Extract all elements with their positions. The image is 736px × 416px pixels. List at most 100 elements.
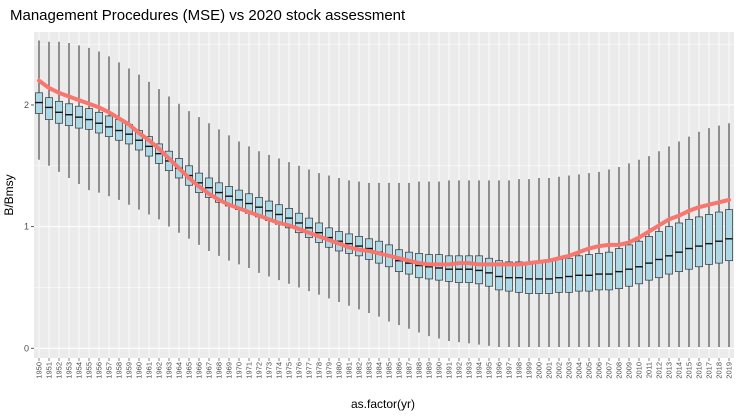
x-tick-label: 1998	[515, 362, 524, 379]
x-tick-label: 2004	[575, 362, 584, 379]
medians	[35, 101, 733, 280]
x-tick-label: 1987	[405, 362, 414, 379]
x-tick-label: 1983	[365, 362, 374, 379]
x-tick-label: 1959	[125, 362, 134, 379]
x-tick-label: 1984	[375, 362, 384, 379]
box	[615, 248, 623, 290]
x-tick-label: 1975	[285, 362, 294, 379]
x-tick-label: 2005	[585, 362, 594, 379]
x-tick-label: 1999	[525, 362, 534, 379]
x-tick-label: 2017	[705, 362, 714, 379]
x-tick-label: 1988	[415, 362, 424, 379]
box	[495, 260, 503, 291]
x-tick-label: 2006	[595, 362, 604, 379]
box	[45, 97, 53, 120]
x-tick-label: 1977	[305, 362, 314, 379]
x-tick-label: 1992	[455, 362, 464, 379]
x-tick-label: 2000	[535, 362, 544, 379]
box	[585, 254, 593, 292]
x-tick-label: 1980	[335, 362, 344, 379]
x-tick-label: 1955	[85, 362, 94, 379]
y-axis-title: B/Bmsy	[2, 174, 16, 215]
box	[715, 211, 723, 264]
x-tick-label: 1991	[445, 362, 454, 379]
x-tick-label: 1960	[135, 362, 144, 379]
x-tick-label: 1969	[225, 362, 234, 379]
x-axis: 1950 1951 1952 1953 1954 1955 1956 1957 1958 1959…	[35, 358, 734, 379]
box	[725, 209, 733, 262]
x-tick-label: 1952	[55, 362, 64, 379]
box	[675, 222, 683, 272]
box	[575, 255, 583, 292]
box	[555, 259, 563, 293]
x-tick-label: 1982	[355, 362, 364, 379]
x-tick-label: 2009	[625, 362, 634, 379]
x-tick-label: 1989	[425, 362, 434, 379]
y-axis: 0 1 2	[24, 100, 34, 353]
x-tick-label: 1956	[95, 362, 104, 379]
x-tick-label: 1978	[315, 362, 324, 379]
x-tick-label: 1996	[495, 362, 504, 379]
box	[605, 251, 613, 291]
x-tick-label: 1953	[65, 362, 74, 379]
box	[525, 261, 533, 294]
x-tick-label: 1951	[45, 362, 54, 379]
x-tick-label: 2011	[645, 362, 654, 378]
x-tick-label: 2019	[725, 362, 734, 379]
box	[705, 214, 713, 265]
y-tick-label: 1	[24, 222, 29, 232]
box	[565, 257, 573, 293]
box	[645, 236, 653, 281]
x-tick-label: 2014	[675, 362, 684, 379]
x-tick-label: 1973	[265, 362, 274, 379]
x-tick-label: 1957	[105, 362, 114, 379]
x-tick-label: 1964	[175, 362, 184, 379]
x-tick-label: 1993	[465, 362, 474, 379]
x-tick-label: 2001	[545, 362, 554, 379]
x-tick-label: 1985	[385, 362, 394, 379]
box	[625, 244, 633, 287]
plot-panel	[34, 32, 734, 358]
x-tick-label: 1981	[345, 362, 354, 379]
y-tick-label: 2	[24, 100, 29, 110]
x-tick-label: 1994	[475, 362, 484, 379]
x-tick-label: 1976	[295, 362, 304, 379]
x-tick-label: 1970	[235, 362, 244, 379]
x-tick-label: 1965	[185, 362, 194, 379]
chart-title: Management Procedures (MSE) vs 2020 stoc…	[10, 7, 406, 24]
x-tick-label: 1962	[155, 362, 164, 379]
x-tick-label: 1966	[195, 362, 204, 379]
x-tick-label: 2016	[695, 362, 704, 379]
x-tick-label: 1958	[115, 362, 124, 379]
box	[545, 260, 553, 294]
x-tick-label: 2015	[685, 362, 694, 379]
x-tick-label: 1997	[505, 362, 514, 379]
box	[595, 253, 603, 291]
x-axis-title: as.factor(yr)	[351, 397, 415, 411]
box	[685, 218, 693, 270]
x-tick-label: 2013	[665, 362, 674, 379]
x-tick-label: 1954	[75, 362, 84, 379]
x-tick-label: 1979	[325, 362, 334, 379]
box	[665, 226, 673, 275]
x-tick-label: 1963	[165, 362, 174, 379]
x-tick-label: 1995	[485, 362, 494, 379]
box	[535, 261, 543, 294]
x-tick-label: 2002	[555, 362, 564, 379]
x-tick-label: 1967	[205, 362, 214, 379]
box	[655, 231, 663, 279]
x-tick-label: 1968	[215, 362, 224, 379]
x-tick-label: 2008	[615, 362, 624, 379]
stock-assessment-line	[37, 78, 731, 267]
x-tick-label: 2003	[565, 362, 574, 379]
box	[635, 240, 643, 285]
x-tick-label: 2007	[605, 362, 614, 379]
x-tick-label: 1971	[245, 362, 254, 379]
x-tick-label: 1972	[255, 362, 264, 379]
x-tick-label: 1974	[275, 362, 284, 379]
box	[695, 216, 703, 268]
whiskers	[38, 40, 730, 348]
x-tick-label: 1950	[35, 362, 44, 379]
x-tick-label: 2018	[715, 362, 724, 379]
